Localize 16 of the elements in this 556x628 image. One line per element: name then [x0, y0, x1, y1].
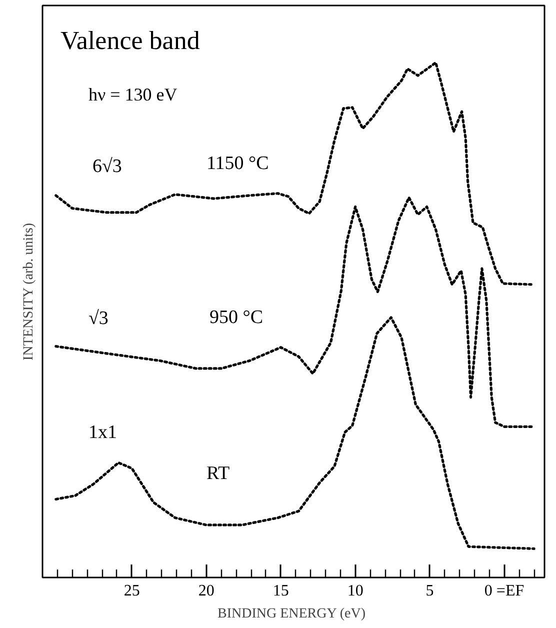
x-tick-label: 5 — [426, 582, 434, 600]
x-tick-label: 20 — [198, 582, 214, 600]
x-tick-label: 25 — [124, 582, 140, 600]
series-label: 6√3 — [92, 156, 122, 177]
annotation: 950 °C — [210, 307, 264, 328]
x-tick-label: 15 — [272, 582, 289, 600]
x-tick-label: 0 =EF — [484, 582, 524, 600]
y-axis-title: INTENSITY (arb. units) — [22, 222, 36, 361]
x-axis-title: BINDING ENERGY (eV) — [217, 606, 366, 622]
chart-title: Valence band — [60, 26, 200, 55]
series-label: √3 — [88, 308, 108, 329]
annotation: RT — [206, 463, 230, 484]
x-tick-label: 10 — [347, 582, 364, 600]
annotation: 1150 °C — [206, 153, 269, 174]
series-label: 1x1 — [88, 422, 117, 443]
annotation: hν = 130 eV — [88, 84, 178, 104]
